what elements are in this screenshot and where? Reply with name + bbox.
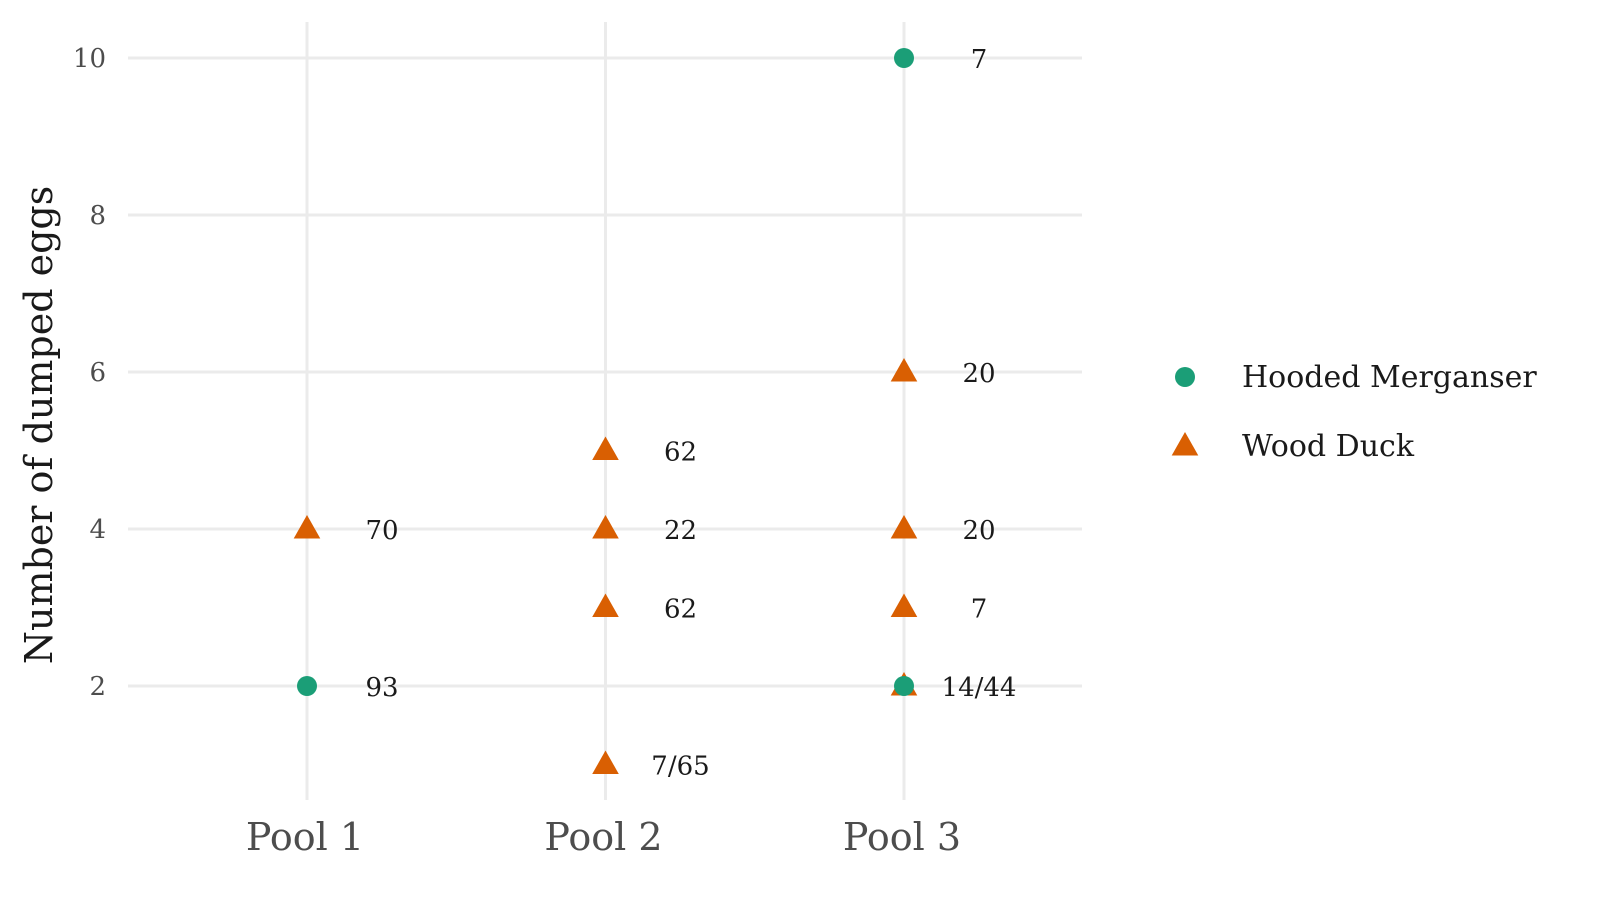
wood-duck-point (592, 436, 619, 461)
point-label: 7 (971, 595, 988, 625)
wood-duck-point (592, 750, 619, 775)
wood-duck-point (293, 515, 321, 539)
wood-duck-point (890, 593, 918, 618)
wood-duck-point (890, 358, 918, 382)
point-label: 7/65 (651, 752, 709, 782)
data-labels: 70 62 22 62 7/65 20 20 7 93 7 14/44 (365, 45, 1016, 782)
point-label: 7 (971, 45, 988, 75)
y-tick-label: 6 (89, 358, 106, 388)
y-tick-label: 4 (89, 515, 106, 545)
legend-wood-duck-icon (1171, 432, 1199, 456)
wood-duck-point (592, 593, 619, 618)
point-label: 93 (365, 673, 398, 703)
y-tick-label: 8 (89, 201, 106, 231)
y-tick-label: 2 (89, 672, 106, 702)
wood-duck-point (592, 515, 619, 539)
y-axis-title: Number of dumped eggs (17, 186, 61, 665)
legend-label: Hooded Merganser (1242, 360, 1537, 395)
wood-duck-point (890, 515, 918, 539)
data-points (293, 48, 918, 775)
point-label: 22 (664, 516, 697, 546)
point-label: 20 (962, 516, 995, 546)
legend-label: Wood Duck (1242, 429, 1415, 464)
point-label: 14/44 (942, 673, 1017, 703)
point-label: 62 (664, 595, 697, 625)
legend-hooded-merganser-icon (1175, 367, 1195, 387)
legend: Hooded Merganser Wood Duck (1171, 360, 1537, 464)
x-tick-label: Pool 2 (544, 815, 662, 859)
grid-lines (128, 22, 1082, 800)
hooded-merganser-point (894, 676, 914, 696)
hooded-merganser-point (894, 48, 914, 68)
y-tick-label: 10 (73, 44, 106, 74)
x-tick-label: Pool 1 (246, 815, 364, 859)
point-label: 62 (664, 438, 697, 468)
axes: 2 4 6 8 10 Pool 1 Pool 2 Pool 3 (73, 44, 961, 859)
hooded-merganser-point (297, 676, 317, 696)
point-label: 20 (962, 359, 995, 389)
x-tick-label: Pool 3 (843, 815, 961, 859)
point-label: 70 (365, 516, 398, 546)
